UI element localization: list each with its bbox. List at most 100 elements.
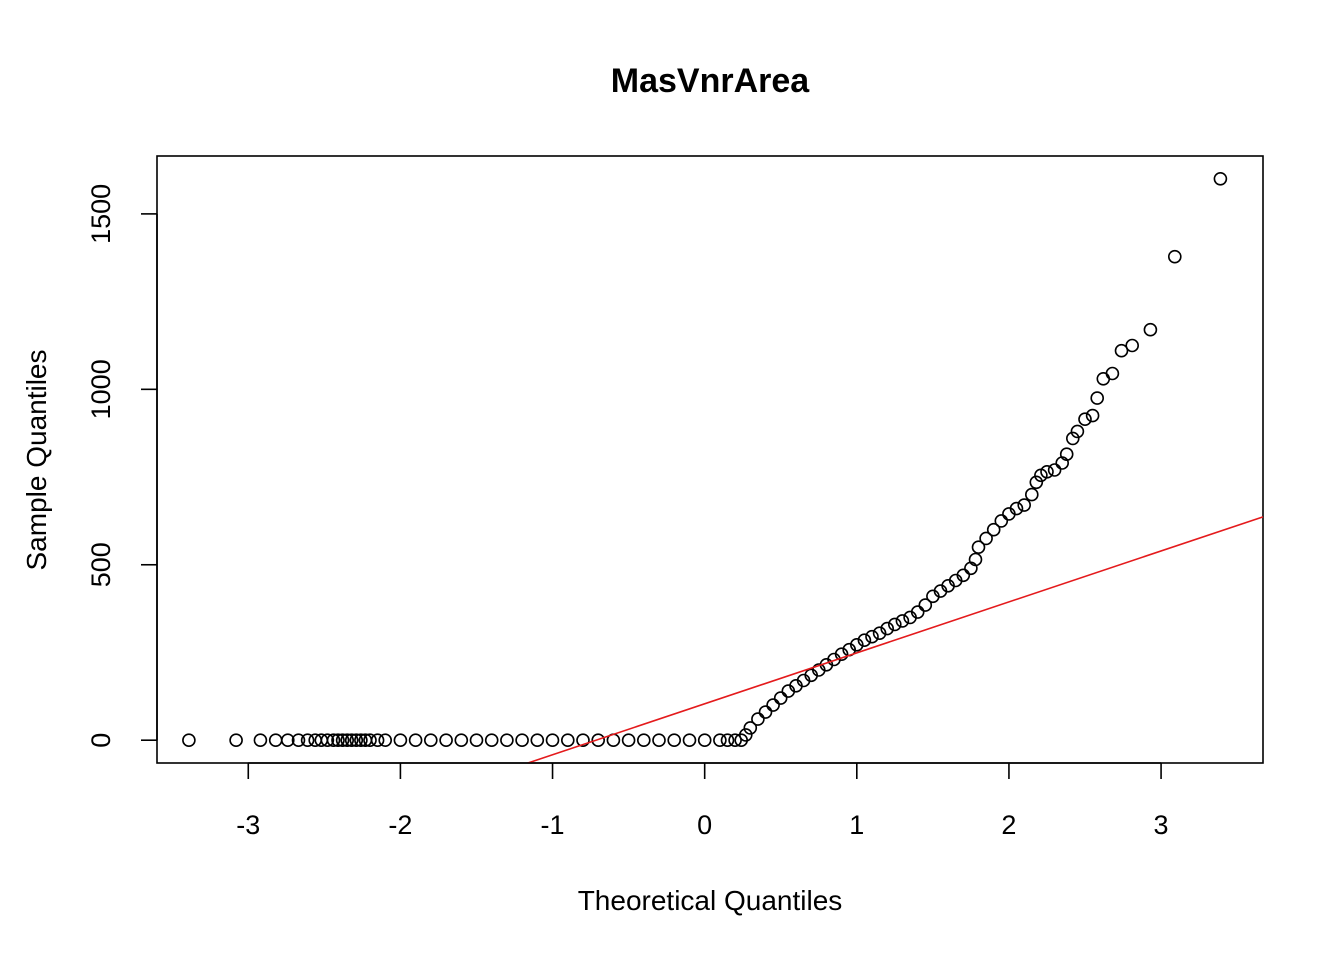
data-point <box>545 733 560 748</box>
data-point <box>1168 249 1182 264</box>
data-point <box>268 733 283 748</box>
data-point <box>500 733 514 748</box>
x-axis: -3 -2 -1 0 1 2 3 <box>236 762 1169 840</box>
y-tick-label: 0 <box>86 733 116 748</box>
data-point <box>530 733 545 748</box>
data-point <box>1047 463 1062 477</box>
data-point <box>576 733 590 748</box>
data-point <box>918 598 933 612</box>
data-point <box>1096 371 1111 386</box>
data-point <box>344 733 359 748</box>
data-point <box>758 705 773 719</box>
data-point <box>865 629 879 644</box>
y-axis-label: Sample Quantiles <box>21 349 52 570</box>
data-point <box>454 733 469 748</box>
data-point <box>291 733 306 748</box>
data-point <box>849 637 864 652</box>
data-point <box>880 621 895 636</box>
data-point <box>720 733 735 748</box>
data-point <box>229 733 243 748</box>
data-point <box>621 733 636 748</box>
data-point <box>1213 172 1228 186</box>
data-point <box>1040 464 1054 479</box>
data-point <box>280 733 295 748</box>
data-point <box>363 733 377 748</box>
data-point <box>1090 391 1104 405</box>
data-point <box>331 733 345 748</box>
data-point <box>408 733 423 748</box>
data-point <box>340 733 355 748</box>
data-point <box>979 531 993 546</box>
data-point <box>1114 343 1129 358</box>
data-point <box>652 733 666 748</box>
data-point <box>986 522 1001 537</box>
data-point <box>1143 322 1158 337</box>
data-point <box>857 633 872 648</box>
data-point <box>1125 338 1139 353</box>
data-point <box>1029 475 1044 490</box>
data-point <box>872 626 887 641</box>
data-point <box>1105 366 1120 381</box>
y-tick-label: 500 <box>86 542 116 587</box>
data-point <box>1059 447 1074 462</box>
data-point <box>326 733 341 748</box>
x-tick-label: 0 <box>697 810 712 840</box>
data-point <box>182 733 196 748</box>
data-point <box>751 712 765 726</box>
data-point <box>354 733 368 748</box>
data-point <box>971 540 986 555</box>
data-point <box>994 514 1009 528</box>
data-point <box>393 733 408 748</box>
data-point <box>1025 487 1039 502</box>
x-tick-label: -2 <box>388 810 412 840</box>
data-point <box>423 733 438 748</box>
x-tick-label: -1 <box>541 810 565 840</box>
data-point <box>956 568 971 583</box>
data-point <box>300 733 315 748</box>
data-point <box>439 733 453 748</box>
data-point <box>1009 501 1024 516</box>
plot-area-frame <box>156 155 1264 764</box>
data-point <box>484 733 499 748</box>
data-point <box>349 733 364 748</box>
data-point <box>834 647 849 662</box>
data-point <box>1017 498 1031 512</box>
data-point <box>887 617 902 632</box>
data-points <box>182 172 1228 748</box>
data-point <box>697 733 712 748</box>
data-point <box>591 733 606 748</box>
data-point <box>910 605 925 619</box>
data-point <box>1085 408 1100 423</box>
data-point <box>320 733 335 748</box>
data-point <box>738 728 753 742</box>
y-axis: 0 500 1000 1500 <box>86 184 158 748</box>
data-point <box>773 691 788 705</box>
data-point <box>515 733 529 748</box>
data-point <box>743 721 758 735</box>
x-axis-label: Theoretical Quantiles <box>578 885 843 916</box>
data-point <box>682 733 697 748</box>
data-point <box>560 733 575 748</box>
data-point <box>636 733 651 748</box>
data-point <box>253 733 268 748</box>
data-point <box>766 698 780 712</box>
data-point <box>895 614 910 628</box>
x-tick-label: 3 <box>1154 810 1169 840</box>
data-point <box>1066 431 1080 446</box>
data-point <box>1078 412 1092 427</box>
chart-title: MasVnrArea <box>611 62 811 100</box>
reference-line <box>527 516 1264 764</box>
data-point <box>728 733 742 748</box>
y-tick-label: 1000 <box>86 359 116 419</box>
data-point <box>370 733 385 748</box>
reference-line-group <box>527 516 1264 764</box>
data-point <box>968 552 983 567</box>
data-point <box>713 733 727 748</box>
y-tick-label: 1500 <box>86 184 116 244</box>
data-point <box>1070 424 1085 439</box>
data-point <box>335 733 350 748</box>
x-tick-label: 1 <box>849 810 864 840</box>
data-point <box>378 733 393 748</box>
x-tick-label: 2 <box>1001 810 1016 840</box>
